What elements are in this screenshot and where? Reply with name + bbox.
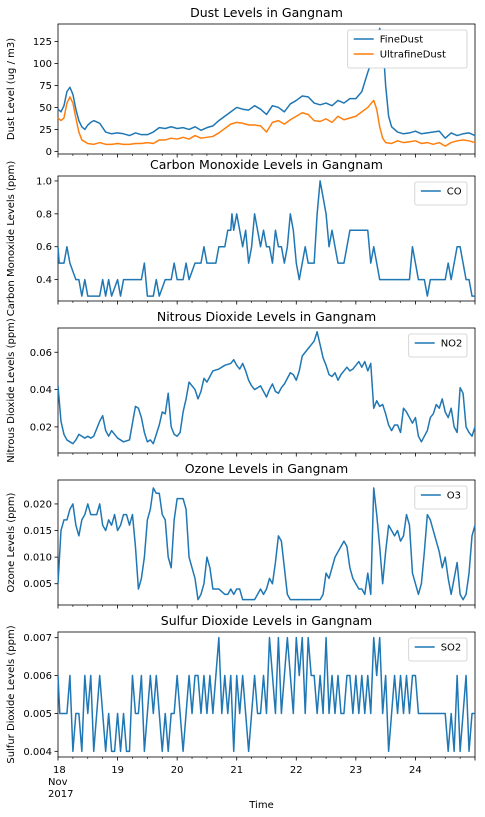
y-tick-label-0-2: 50 (39, 103, 52, 114)
chart-title-2: Nitrous Dioxide Levels in Gangnam (157, 309, 376, 324)
y-axis-label-1: Carbon Monoxide Levels (ppm) (6, 161, 17, 317)
series-line-2-0 (57, 330, 476, 445)
legend-box-1 (414, 181, 468, 206)
y-tick-label-4-3: 0.007 (23, 633, 52, 644)
legend-label-1-0: CO (447, 187, 462, 198)
y-tick-label-0-3: 75 (39, 81, 52, 92)
series-line-0-0 (57, 27, 476, 139)
y-tick-label-3-0: 0.005 (23, 579, 52, 590)
legend-label-3-0: O3 (447, 491, 461, 502)
y-axis-label-0: Dust Level (ug / m3) (6, 38, 17, 140)
y-tick-label-0-1: 25 (39, 125, 52, 136)
legend-label-0-0: FineDust (380, 35, 424, 46)
series-line-1-0 (57, 180, 475, 297)
y-axis-label-4: Sulfur Dioxide Levels (ppm) (6, 625, 17, 763)
x-tick-label-4: 22 (290, 765, 303, 776)
y-axis-label-2: Nitrous Dioxide Levels (ppm) (6, 318, 17, 463)
chart-title-3: Ozone Levels in Gangnam (185, 461, 348, 476)
x-tick-label-6: 24 (409, 765, 422, 776)
y-tick-label-4-2: 0.006 (23, 671, 52, 682)
y-tick-label-3-3: 0.020 (23, 499, 52, 510)
legend-box-2 (408, 333, 468, 358)
x-tick-sublabel-0: Nov (48, 777, 68, 788)
x-tick-label-0: 18 (53, 765, 66, 776)
y-tick-label-1-3: 1.0 (36, 176, 52, 187)
y-axis-label-3: Ozone Levels (ppm) (6, 492, 17, 592)
x-tick-label-1: 19 (111, 765, 124, 776)
y-tick-label-2-0: 0.02 (30, 422, 52, 433)
axes-frame-1 (57, 175, 476, 302)
y-tick-label-2-2: 0.06 (30, 348, 52, 359)
series-line-4-0 (57, 636, 475, 753)
legend-box-0 (347, 29, 468, 69)
series-line-0-1 (57, 96, 476, 147)
y-tick-label-1-1: 0.6 (36, 242, 52, 253)
x-tick-label-2: 20 (171, 765, 184, 776)
y-tick-label-1-0: 0.4 (36, 275, 52, 286)
x-tick-label-5: 23 (349, 765, 362, 776)
chart-title-0: Dust Levels in Gangnam (190, 5, 343, 20)
y-tick-label-0-5: 125 (33, 37, 52, 48)
legend-label-4-0: SO2 (441, 643, 462, 654)
y-tick-label-3-2: 0.015 (23, 526, 52, 537)
y-tick-label-2-1: 0.04 (30, 385, 52, 396)
y-tick-label-4-0: 0.004 (23, 747, 52, 758)
chart-title-4: Sulfur Dioxide Levels in Gangnam (161, 613, 372, 628)
y-tick-label-0-4: 100 (33, 59, 52, 70)
legend-label-0-1: UltrafineDust (380, 50, 446, 61)
y-tick-label-4-1: 0.005 (23, 709, 52, 720)
x-tick-label-3: 21 (230, 765, 243, 776)
chart-title-1: Carbon Monoxide Levels in Gangnam (150, 157, 383, 172)
axes-frame-3 (57, 479, 476, 606)
y-tick-label-1-2: 0.8 (36, 209, 52, 220)
x-axis-label: Time (248, 800, 273, 811)
legend-box-3 (414, 485, 468, 510)
x-tick-sublabel-1: 2017 (48, 789, 73, 800)
y-tick-label-0-0: 0 (46, 147, 52, 158)
y-tick-label-3-1: 0.010 (23, 553, 52, 564)
legend-label-2-0: NO2 (441, 339, 463, 350)
legend-box-4 (408, 637, 468, 662)
series-line-3-0 (57, 487, 476, 601)
